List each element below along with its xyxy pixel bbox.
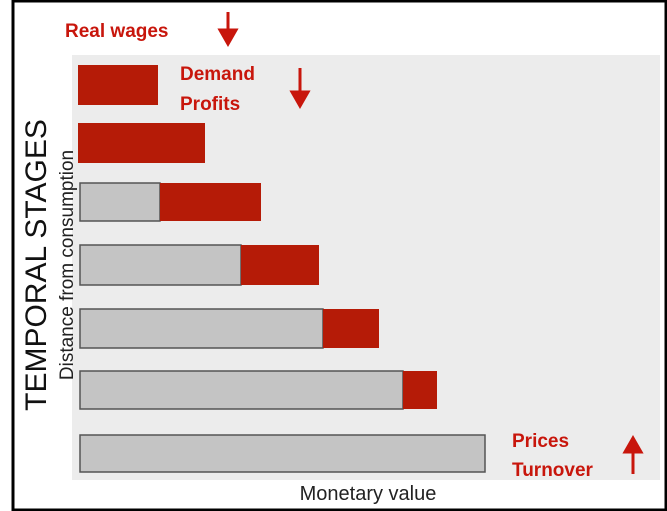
profit-bar (78, 65, 158, 105)
profit-bar (241, 245, 319, 285)
down-arrow (289, 68, 311, 110)
real-wages-label: Real wages (65, 21, 169, 42)
profit-bar (78, 123, 205, 163)
demand-label: Demand (180, 64, 255, 85)
profits-label: Profits (180, 94, 240, 115)
frame (11, 0, 667, 511)
profit-bar (323, 309, 379, 348)
prices-label: Prices (512, 431, 569, 452)
vertical-subtitle: Distance from consumption (57, 150, 78, 380)
horizontal-label: Monetary value (300, 483, 437, 505)
profit-bar (403, 371, 437, 409)
stage-bar (79, 244, 242, 286)
stage-bar (79, 434, 486, 473)
stage-bar (79, 308, 324, 349)
stage-bar (79, 182, 161, 222)
down-arrow (217, 12, 239, 48)
stage-bar (79, 370, 404, 410)
vertical-title: TEMPORAL STAGES (20, 119, 53, 411)
up-arrow (622, 434, 644, 474)
profit-bar (160, 183, 261, 221)
turnover-label: Turnover (512, 460, 594, 481)
